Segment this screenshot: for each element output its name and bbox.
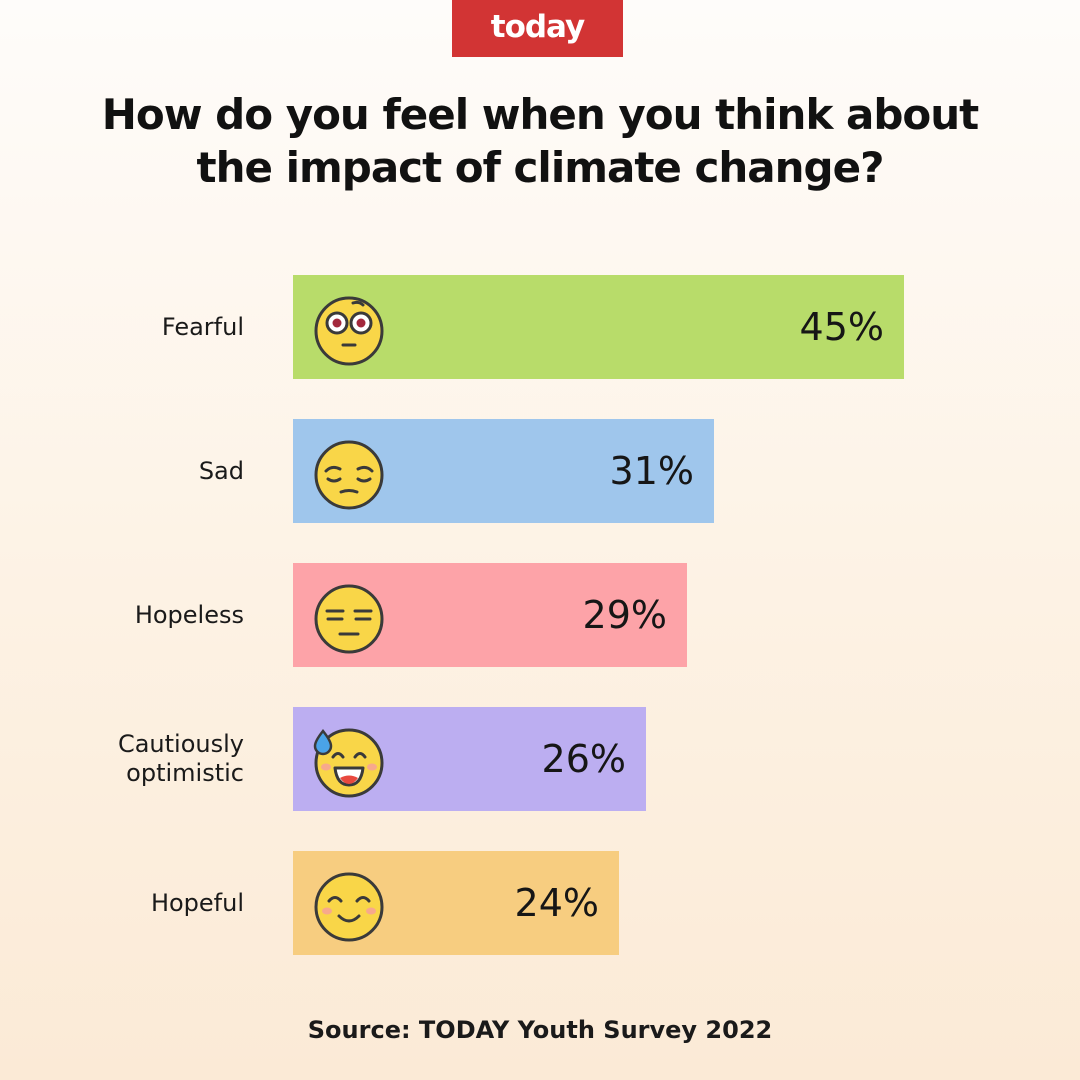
category-label-hopeful: Hopeful: [24, 889, 244, 918]
bar-sad: 31%: [293, 419, 714, 523]
category-label-line: Hopeful: [150, 888, 244, 917]
bar-cautiously-optimistic: 26%: [293, 707, 646, 811]
value-label: 29%: [582, 593, 667, 637]
chart-title: How do you feel when you think about the…: [40, 88, 1040, 194]
chart-title-line-1: How do you feel when you think about: [101, 90, 980, 139]
value-label: 31%: [609, 449, 694, 493]
category-label-sad: Sad: [24, 457, 244, 486]
source-note: Source: TODAY Youth Survey 2022: [307, 1016, 773, 1044]
category-label-fearful: Fearful: [24, 313, 244, 342]
bar-hopeful: 24%: [293, 851, 619, 955]
value-label: 45%: [799, 305, 884, 349]
category-label-line: Cautiously: [117, 730, 244, 758]
category-label-line: Sad: [198, 456, 244, 485]
chart-title-line-2: the impact of climate change?: [196, 143, 885, 192]
today-logo: today: [452, 0, 623, 57]
category-label-cautiously-optimistic: Cautiously optimistic: [24, 730, 244, 788]
category-label-line: Fearful: [161, 312, 244, 341]
pensive-face-icon: [313, 439, 385, 511]
value-label: 24%: [514, 881, 599, 925]
bar-hopeless: 29%: [293, 563, 687, 667]
category-label-line: optimistic: [126, 759, 244, 787]
category-label-line: Hopeless: [134, 600, 244, 629]
flushed-face-icon: [313, 295, 385, 367]
expressionless-face-icon: [313, 583, 385, 655]
category-label-hopeless: Hopeless: [24, 601, 244, 630]
bar-fearful: 45%: [293, 275, 904, 379]
smiling-blush-face-icon: [313, 871, 385, 943]
grinning-sweat-face-icon: [313, 727, 385, 799]
value-label: 26%: [541, 737, 626, 781]
